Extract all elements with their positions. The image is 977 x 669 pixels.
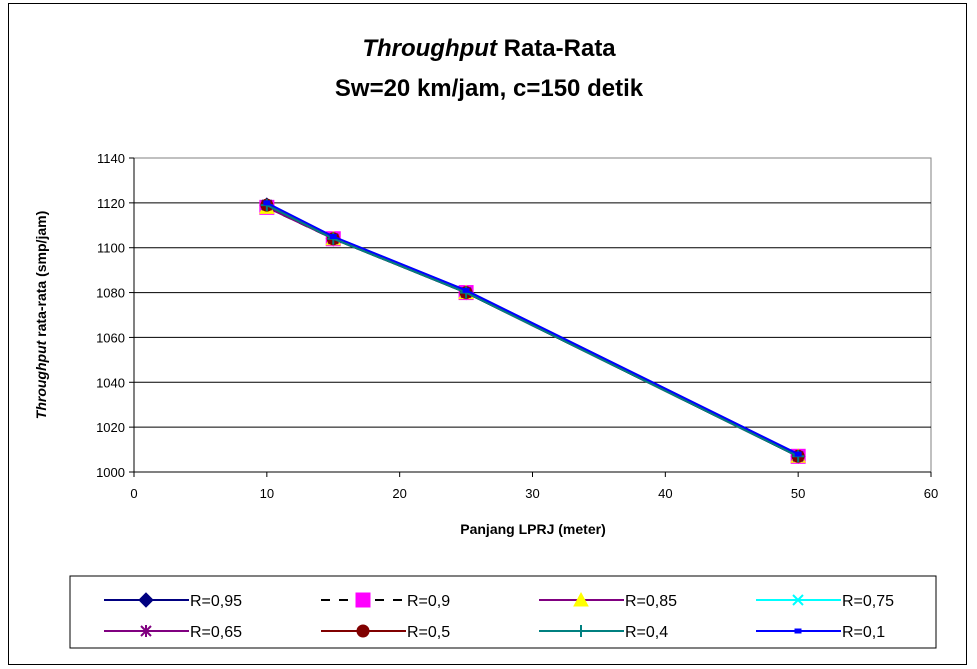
data-point-series-8 [263,200,271,206]
legend-marker [138,592,154,608]
legend-item: R=0,85 [539,591,677,610]
legend-item: R=0,75 [756,593,894,610]
y-tick-label: 1000 [96,465,125,480]
y-tick-label: 1100 [97,241,125,256]
legend-item: R=0,95 [104,592,242,610]
series-line-8 [266,201,799,455]
y-tick-label: 1020 [96,420,125,435]
y-tick-label: 1140 [97,151,125,166]
chart-title: Throughput Rata-Rata [362,35,616,62]
legend-item: R=0,1 [756,624,885,641]
legend-label: R=0,9 [407,593,450,610]
legend-marker [575,625,587,637]
chart-svg: Throughput Rata-Rata Sw=20 km/jam, c=150… [33,35,938,649]
legend-label: R=0,95 [190,593,242,610]
plot-area [133,157,932,473]
chart-subtitle: Sw=20 km/jam, c=150 detik [335,75,644,102]
x-tick-label: 50 [791,486,805,501]
legend-label: R=0,75 [842,593,894,610]
legend-marker [356,624,370,638]
legend-item: R=0,4 [539,624,668,641]
legend-item: R=0,9 [321,592,450,610]
legend-box [69,575,937,649]
data-point-series-8 [462,287,470,293]
legend-label: R=0,5 [407,624,450,641]
y-tick-label: 1080 [96,286,125,301]
legend-label: R=0,1 [842,624,885,641]
x-tick-label: 60 [924,486,938,501]
legend-item: R=0,5 [321,624,450,641]
chart-title-rest: Rata-Rata [497,35,616,62]
x-tick-label: 0 [130,486,137,501]
legend-label: R=0,4 [625,624,668,641]
x-tick-label: 10 [260,486,274,501]
legend-item: R=0,65 [104,624,242,641]
x-tick-label: 40 [658,486,672,501]
y-axis-label-italic: Throughput [33,339,49,419]
x-tick-label: 20 [392,486,406,501]
legend-marker [792,594,804,606]
y-tick-label: 1120 [97,196,125,211]
y-axis-label: Throughput rata-rata (smp/jam) [33,211,49,419]
series-group [258,197,807,465]
data-point-series-8 [794,451,802,457]
legend-marker [355,592,371,608]
legend-marker [794,628,802,634]
series-line-7 [266,204,799,458]
legend-label: R=0,65 [190,624,242,641]
chart-title-italic: Throughput [362,35,498,62]
x-axis-label: Panjang LPRJ (meter) [460,521,605,537]
legend-label: R=0,85 [625,593,677,610]
legend-marker [140,625,152,637]
y-tick-label: 1060 [96,330,125,345]
legend: R=0,95 R=0,9 R=0,85 R=0,75 R=0,65 R=0,5 R=0,4 R… [104,591,894,641]
data-point-series-8 [329,234,337,239]
y-tick-label: 1040 [96,375,125,390]
chart-frame: Throughput Rata-Rata Sw=20 km/jam, c=150… [8,3,967,665]
y-axis-label-rest: rata-rata (smp/jam) [33,211,49,341]
x-tick-label: 30 [525,486,539,501]
legend-marker [573,591,589,607]
